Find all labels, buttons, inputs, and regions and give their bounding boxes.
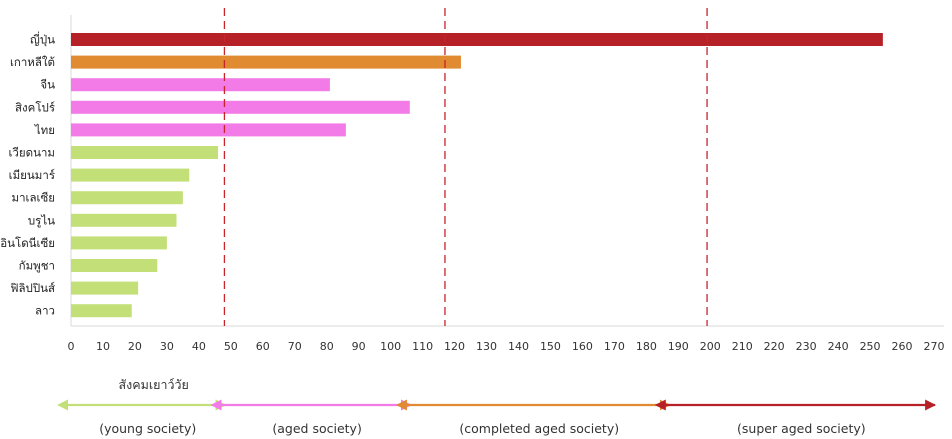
x-tick-label: 60 bbox=[256, 340, 270, 353]
category-label: ญี่ปุ่น bbox=[30, 32, 55, 47]
x-tick-label: 240 bbox=[828, 340, 849, 353]
x-tick-label: 190 bbox=[668, 340, 689, 353]
bar-11 bbox=[71, 281, 139, 295]
x-tick-label: 250 bbox=[860, 340, 881, 353]
band-label: (completed aged society) bbox=[459, 421, 619, 436]
x-tick-label: 150 bbox=[540, 340, 561, 353]
x-tick-label: 170 bbox=[604, 340, 625, 353]
category-label: บรูไน bbox=[28, 213, 55, 227]
x-tick-label: 220 bbox=[764, 340, 785, 353]
bar-12 bbox=[71, 304, 132, 318]
bar-5 bbox=[71, 146, 219, 159]
category-label: สิงคโปร์ bbox=[15, 100, 55, 114]
x-tick-label: 230 bbox=[796, 340, 817, 353]
bar-4 bbox=[71, 123, 346, 137]
category-label: เกาหลีใต้ bbox=[10, 55, 55, 69]
bar-6 bbox=[71, 168, 190, 182]
x-tick-label: 200 bbox=[700, 340, 721, 353]
band-title: สังคมเยาว์วัย bbox=[119, 377, 189, 392]
category-label: กัมพูชา bbox=[19, 259, 55, 273]
bar-10 bbox=[71, 259, 158, 272]
x-tick-label: 100 bbox=[380, 340, 401, 353]
x-tick-label: 90 bbox=[352, 340, 366, 353]
x-tick-label: 160 bbox=[572, 340, 593, 353]
bar-1 bbox=[71, 55, 461, 69]
x-tick-label: 40 bbox=[192, 340, 206, 353]
x-tick-label: 130 bbox=[476, 340, 497, 353]
category-label: จีน bbox=[40, 78, 55, 92]
bar-8 bbox=[71, 213, 177, 227]
category-label: อินโดนีเซีย bbox=[0, 236, 55, 250]
bar-3 bbox=[71, 100, 410, 114]
x-tick-label: 0 bbox=[68, 340, 75, 353]
category-label: เมียนมาร์ bbox=[9, 168, 55, 182]
x-tick-label: 30 bbox=[160, 340, 174, 353]
bar-2 bbox=[71, 78, 330, 92]
x-tick-label: 80 bbox=[320, 340, 334, 353]
x-tick-label: 50 bbox=[224, 340, 238, 353]
x-tick-label: 120 bbox=[444, 340, 465, 353]
x-tick-label: 20 bbox=[128, 340, 142, 353]
band-label: (super aged society) bbox=[737, 421, 866, 436]
x-tick-label: 70 bbox=[288, 340, 302, 353]
category-label: ลาว bbox=[35, 304, 55, 318]
band-label: (aged society) bbox=[272, 421, 361, 436]
x-tick-label: 140 bbox=[508, 340, 529, 353]
x-tick-label: 270 bbox=[924, 340, 945, 353]
category-label: เวียดนาม bbox=[9, 146, 56, 160]
category-label: มาเลเซีย bbox=[12, 191, 56, 205]
band-label: (young society) bbox=[99, 421, 196, 436]
x-tick-label: 180 bbox=[636, 340, 657, 353]
x-tick-label: 210 bbox=[732, 340, 753, 353]
x-tick-label: 10 bbox=[96, 340, 110, 353]
bar-9 bbox=[71, 236, 167, 250]
category-label: ไทย bbox=[34, 123, 55, 137]
bar-7 bbox=[71, 191, 183, 205]
category-label: ฟิลิปปินส์ bbox=[10, 281, 55, 295]
bar-0 bbox=[71, 33, 883, 46]
x-tick-label: 110 bbox=[412, 340, 433, 353]
x-tick-label: 260 bbox=[892, 340, 913, 353]
